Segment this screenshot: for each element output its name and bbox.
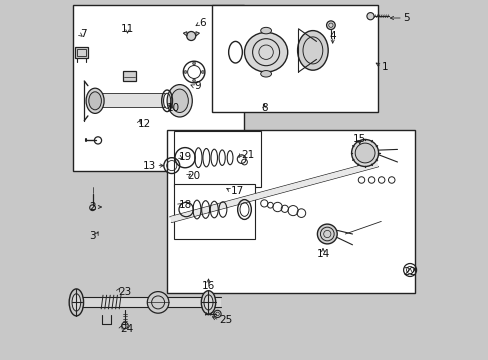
Text: 22: 22 — [403, 267, 416, 277]
Text: 8: 8 — [261, 103, 267, 113]
Polygon shape — [101, 94, 165, 107]
Ellipse shape — [354, 143, 374, 163]
Ellipse shape — [171, 89, 188, 112]
Bar — [77, 49, 86, 56]
Ellipse shape — [297, 31, 327, 70]
Circle shape — [326, 21, 335, 30]
Text: 17: 17 — [230, 186, 244, 196]
Text: 16: 16 — [202, 281, 215, 291]
Ellipse shape — [86, 88, 104, 113]
Bar — [167, 130, 415, 293]
Text: 19: 19 — [179, 152, 192, 162]
Circle shape — [201, 71, 204, 73]
Text: 11: 11 — [121, 24, 134, 34]
Ellipse shape — [351, 140, 378, 166]
Circle shape — [147, 292, 168, 313]
Ellipse shape — [260, 71, 271, 77]
Text: 1: 1 — [381, 62, 388, 72]
Text: 10: 10 — [167, 103, 180, 113]
Text: 21: 21 — [241, 150, 254, 160]
Text: 3: 3 — [89, 231, 96, 241]
Ellipse shape — [244, 32, 287, 72]
Text: 15: 15 — [352, 134, 366, 144]
Bar — [174, 131, 260, 187]
Circle shape — [192, 62, 195, 65]
Text: 9: 9 — [194, 81, 200, 91]
Polygon shape — [170, 161, 378, 222]
Ellipse shape — [203, 295, 213, 310]
Ellipse shape — [317, 224, 337, 244]
Text: 7: 7 — [80, 29, 86, 39]
Circle shape — [192, 79, 195, 82]
Text: 23: 23 — [118, 287, 131, 297]
Circle shape — [183, 71, 186, 73]
Text: 5: 5 — [402, 13, 408, 23]
Bar — [174, 184, 255, 239]
Text: 13: 13 — [143, 161, 156, 171]
Ellipse shape — [201, 291, 215, 314]
Polygon shape — [196, 32, 199, 36]
Bar — [75, 47, 88, 58]
Ellipse shape — [69, 289, 83, 316]
Ellipse shape — [186, 31, 195, 40]
Text: 6: 6 — [199, 18, 206, 28]
Text: 2: 2 — [89, 202, 96, 212]
Text: 25: 25 — [219, 315, 232, 325]
Ellipse shape — [260, 27, 271, 34]
Text: 20: 20 — [186, 171, 200, 181]
Ellipse shape — [167, 85, 192, 117]
Bar — [122, 71, 136, 81]
Text: 24: 24 — [120, 324, 133, 334]
Bar — [73, 5, 244, 171]
Text: 12: 12 — [138, 119, 151, 129]
Circle shape — [366, 13, 373, 20]
Text: 18: 18 — [179, 200, 192, 210]
Polygon shape — [81, 297, 221, 307]
Bar — [212, 5, 377, 112]
Text: 4: 4 — [329, 31, 335, 41]
Polygon shape — [183, 32, 186, 36]
Ellipse shape — [89, 92, 101, 110]
Text: 14: 14 — [316, 249, 329, 259]
Ellipse shape — [72, 294, 81, 311]
